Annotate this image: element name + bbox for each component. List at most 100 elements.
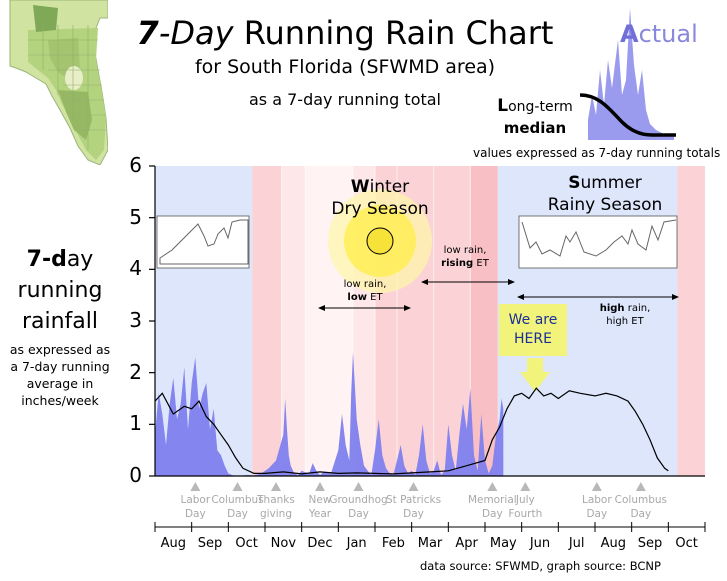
legend-actual-rest: ctual [638, 20, 698, 48]
holiday-marker-1 [232, 482, 243, 491]
et-low-bold: low [347, 292, 367, 303]
et-note-high: high rain, high ET [580, 302, 670, 328]
holiday-line1: Labor [180, 494, 211, 506]
holiday-line1: Thanks [257, 494, 295, 506]
month-label: Dec [307, 536, 333, 551]
holiday-label: New Year [285, 493, 355, 521]
median-series [154, 387, 669, 475]
mini-chart-box-left [156, 215, 250, 269]
chart-subtitle-2: as a 7-day running total [249, 90, 441, 109]
legend-median-line2: median [503, 119, 567, 137]
holiday-line2: Day [348, 508, 369, 520]
et-rising-line1: low rain, [443, 245, 487, 256]
here-line2: HERE [514, 331, 552, 347]
holiday-line1: St Patricks [385, 494, 442, 506]
holiday-line2: giving [259, 508, 293, 520]
holiday-line1: July [515, 494, 535, 506]
summer-season-label: Summer Rainy Season [520, 172, 690, 216]
axes [149, 165, 706, 532]
y-axis-label: 7-day running rainfall [0, 244, 120, 337]
y-label-bold: 7-d [26, 247, 67, 272]
holiday-label: Memorial Day [457, 493, 527, 521]
month-label: Nov [270, 536, 297, 551]
legend-median-first: L [497, 96, 509, 116]
month-label: Oct [675, 536, 698, 551]
holiday-label: Labor Day [160, 493, 230, 521]
et-note-low: low rain, low ET [330, 278, 400, 304]
month-label: Aug [160, 536, 187, 551]
holiday-line2: Year [308, 508, 332, 520]
winter-rest: inter [369, 177, 410, 197]
holiday-line2: Day [481, 508, 503, 520]
y-tick-label: 3 [129, 308, 142, 332]
et-high-line2: high ET [606, 316, 644, 327]
y-tick-label: 0 [129, 463, 142, 487]
winter-first: W [350, 177, 370, 197]
y-tick-label: 2 [129, 359, 142, 384]
et-high-rest: rain, [624, 303, 651, 314]
sun-core [366, 227, 394, 255]
month-label: Sep [637, 536, 663, 551]
y-tick-label: 6 [129, 153, 142, 177]
season-band-9 [677, 166, 705, 476]
holiday-marker-8 [591, 482, 602, 491]
holiday-marker-3 [315, 482, 325, 491]
holiday-line2: Day [586, 508, 608, 520]
legend-actual-first: A [620, 20, 639, 48]
holiday-line2: Day [630, 508, 652, 520]
y-axis-sublabel: as expressed as a 7-day running average … [0, 341, 120, 409]
holiday-marker-0 [190, 482, 201, 491]
holiday-line1: Labor [581, 494, 612, 506]
season-band-7 [470, 166, 498, 476]
winter-season-label: Winter Dry Season [315, 176, 445, 220]
chart-subtitle-1: for South Florida (SFWMD area) [194, 56, 496, 78]
holiday-marker-5 [408, 482, 419, 491]
y-sub-line3: average in [26, 376, 94, 391]
month-label: Feb [381, 536, 405, 551]
et-rising-rest: ET [473, 258, 489, 269]
actual-area [155, 352, 504, 476]
y-tick-label: 4 [129, 256, 142, 281]
holiday-line1: Memorial [467, 494, 517, 506]
et-rising-bold: rising [441, 258, 474, 269]
arrow-high-et-head-right [672, 294, 679, 300]
title-rest: Running Rain Chart [233, 14, 554, 52]
holiday-marker-2 [271, 482, 281, 491]
holiday-line2: Fourth [508, 508, 543, 520]
title-italic: -Day [158, 14, 234, 52]
month-label: Jul [568, 536, 585, 551]
et-low-rest: ET [366, 292, 383, 303]
season-band-1 [252, 166, 282, 476]
holiday-line1: New [308, 494, 332, 506]
holiday-line1: Columbus [211, 494, 264, 506]
arrow-high-et-head-left [517, 294, 524, 300]
holiday-label: St Patricks Day [379, 493, 449, 521]
holiday-label: Groundhog Day [324, 493, 394, 521]
holiday-label: Columbus Day [203, 493, 273, 521]
month-label: Apr [455, 536, 478, 551]
legend-median-line1: ong-term [508, 99, 573, 115]
holiday-marker-4 [353, 482, 364, 491]
legend-graphic [580, 8, 676, 140]
y-sub-line4: inches/week [21, 393, 99, 408]
y-tick-label: 5 [129, 204, 142, 229]
down-arrow-icon [520, 358, 550, 392]
arrow-rising-et-head-left [421, 279, 428, 285]
holiday-label: Thanks giving [241, 493, 311, 521]
title-bold: 7 [136, 14, 159, 52]
holiday-label: Labor Day [562, 493, 632, 521]
y-tick-label: 1 [129, 411, 142, 436]
month-label: Jun [529, 536, 551, 551]
chart-title: 7-Day Running Rain Chart [120, 14, 570, 52]
holiday-label: July Fourth [490, 493, 560, 521]
legend-median-label: Long-term median [470, 96, 600, 140]
arrow-rising-et-head-right [508, 279, 515, 285]
mini-chart-curve-left [159, 219, 249, 265]
summer-first: S [568, 173, 581, 193]
month-label: May [489, 536, 517, 551]
here-line1: We are [508, 312, 558, 328]
legend-actual-label: Actual [620, 20, 698, 48]
y-label-line2: running [17, 278, 103, 303]
holiday-line2: Day [227, 508, 248, 520]
holiday-label: Columbus Day [606, 493, 676, 521]
